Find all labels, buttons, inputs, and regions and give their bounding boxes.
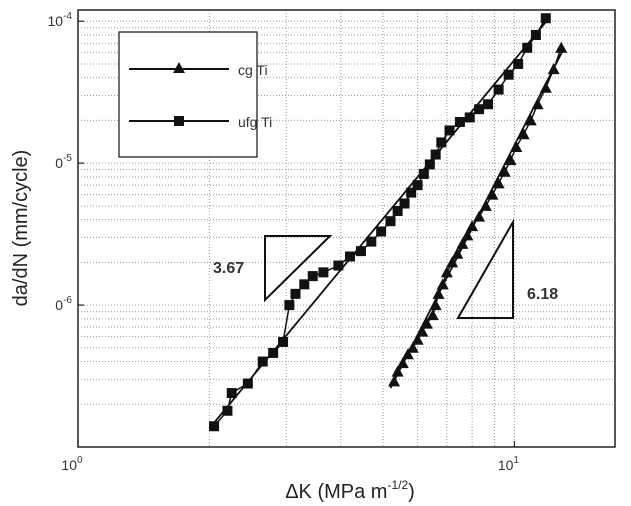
data-point-ufg-ti [222,405,233,416]
x-tick-label: 101 [498,455,520,473]
data-point-cg-ti [479,199,492,211]
data-point-cg-ti [466,220,479,232]
data-point-ufg-ti [464,112,475,123]
data-point-ufg-ti [444,125,455,136]
data-point-cg-ti [486,188,499,200]
data-point-ufg-ti [318,267,329,278]
x-axis-title: ΔK (MPa m-1/2) [285,478,415,503]
data-point-ufg-ti [290,288,301,299]
data-point-cg-ti [401,348,414,360]
data-point-cg-ti [440,266,453,278]
data-point-cg-ti [426,309,439,321]
data-point-cg-ti [473,210,486,222]
data-point-cg-ti [420,317,433,329]
legend: cg Ti ufg Ti [118,31,272,158]
data-point-ufg-ti [406,187,417,198]
legend-box [118,31,258,158]
legend-marker-cg [173,62,185,73]
data-point-ufg-ti [268,347,279,358]
data-point-ufg-ti [299,279,310,290]
data-point-cg-ti [429,299,442,311]
data-point-cg-ti [510,140,523,152]
y-tick-label: 0-5 [55,153,72,171]
data-point-cg-ti [456,237,469,249]
data-point-ufg-ti [454,116,465,127]
data-series [209,13,568,432]
data-point-cg-ti [446,256,459,268]
data-point-ufg-ti [522,42,533,53]
data-point-cg-ti [416,325,429,337]
data-point-cg-ti [411,333,424,345]
data-point-ufg-ti [366,236,377,247]
data-point-cg-ti [461,229,474,241]
x-tick-label: 100 [61,455,83,473]
data-point-ufg-ti [418,168,429,179]
legend-label-cg: cg Ti [238,62,268,78]
data-point-ufg-ti [307,271,318,282]
data-point-cg-ti [498,165,511,177]
data-point-ufg-ti [209,421,220,432]
data-point-ufg-ti [424,159,435,170]
data-point-ufg-ti [503,69,514,80]
data-point-ufg-ti [226,388,237,399]
data-point-cg-ti [406,341,419,353]
legend-label-ufg: ufg Ti [238,114,272,130]
data-point-ufg-ti [257,356,268,367]
y-axis-title: da/dN (mm/cycle) [10,150,32,307]
data-point-cg-ti [451,247,464,259]
data-point-ufg-ti [540,13,551,24]
y-tick-label: 10-4 [48,11,73,29]
data-point-cg-ti [504,154,517,166]
data-point-ufg-ti [284,300,295,311]
slope-label-ufg: 3.67 [213,260,244,277]
data-point-cg-ti [436,278,449,290]
data-point-cg-ti [547,63,560,75]
grid-lines [78,10,615,447]
data-point-ufg-ti [278,336,289,347]
y-tick-label: 0-6 [55,295,72,313]
data-point-cg-ti [388,375,401,387]
data-point-ufg-ti [376,226,387,237]
plot-frame [77,9,616,448]
data-point-cg-ti [391,365,404,377]
data-point-ufg-ti [474,104,485,115]
slope-triangle-cg: 6.18 [456,218,558,319]
data-point-cg-ti [531,98,544,110]
data-point-ufg-ti [483,99,494,110]
data-point-ufg-ti [392,206,403,217]
data-point-cg-ti [524,114,537,126]
legend-marker-ufg [174,116,184,126]
data-point-ufg-ti [513,58,524,69]
data-point-cg-ti [539,81,552,93]
data-point-cg-ti [555,41,568,53]
data-point-ufg-ti [355,246,366,257]
data-point-ufg-ti [493,84,504,95]
data-point-ufg-ti [412,180,423,191]
data-point-ufg-ti [242,378,253,389]
slope-label-cg: 6.18 [527,286,558,303]
data-point-ufg-ti [399,198,410,209]
data-point-ufg-ti [345,251,356,262]
data-point-cg-ti [432,287,445,299]
data-point-cg-ti [396,357,409,369]
data-point-cg-ti [517,128,530,140]
data-point-ufg-ti [430,149,441,160]
data-point-ufg-ti [385,216,396,227]
data-point-cg-ti [492,177,505,189]
slope-triangle-ufg: 3.67 [213,235,333,303]
data-point-ufg-ti [333,260,344,271]
data-point-ufg-ti [436,137,447,148]
data-point-ufg-ti [530,29,541,40]
